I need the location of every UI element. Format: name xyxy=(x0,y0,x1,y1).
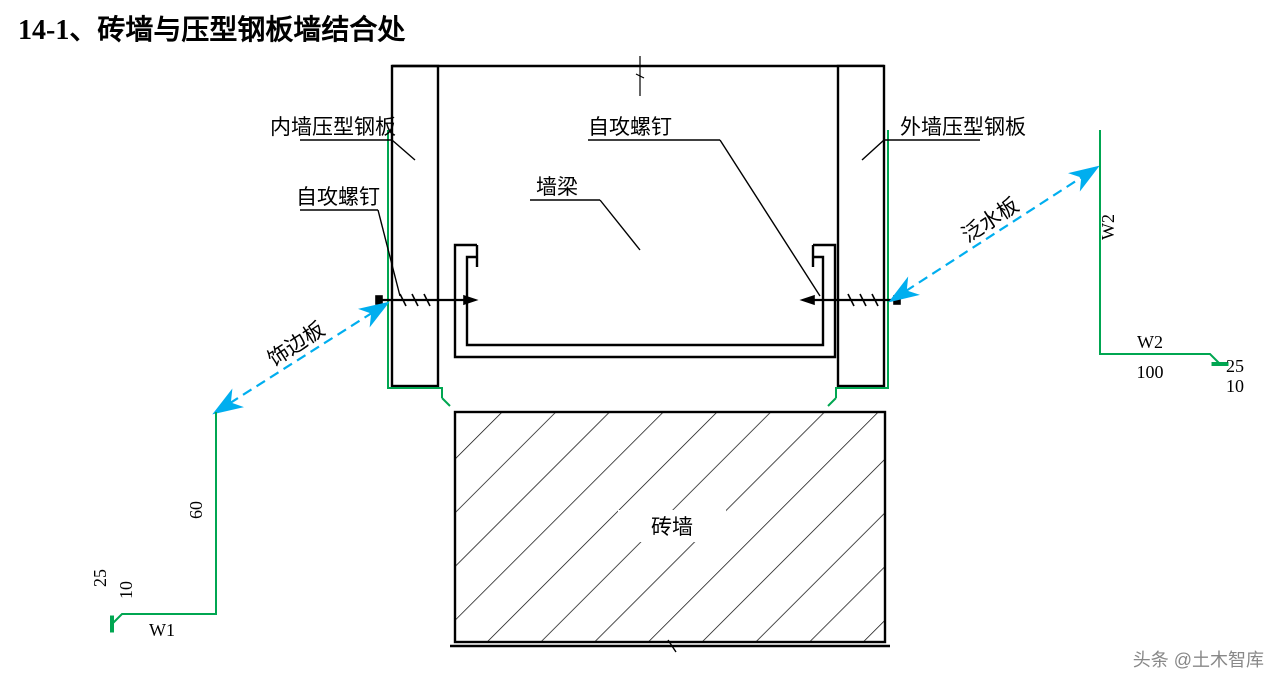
flash-arrow-right: 泛水板 xyxy=(892,168,1096,300)
dim-10-r: 10 xyxy=(1226,376,1244,396)
label-self-tap-2: 自攻螺钉 xyxy=(588,115,672,139)
dim-25-r: 25 xyxy=(1226,356,1244,376)
w2-profile: W2 W2 100 25 10 xyxy=(1098,130,1244,396)
label-self-tap-1: 自攻螺钉 xyxy=(296,185,380,209)
label-inner-panel: 内墙压型钢板 xyxy=(270,115,396,139)
wall-beam xyxy=(455,245,835,357)
dim-10-l: 10 xyxy=(116,581,136,599)
brick-wall-label: 砖墙 xyxy=(651,515,693,539)
label-wall-beam: 墙梁 xyxy=(536,175,578,199)
diagram-title: 14-1、砖墙与压型钢板墙结合处 xyxy=(18,8,405,48)
trim-arrow-left: 饰边板 xyxy=(216,304,386,412)
brick-wall: 砖墙 xyxy=(455,412,885,642)
dim-w2-bot: W2 xyxy=(1137,332,1163,352)
diagram-canvas: 砖墙 内 xyxy=(0,0,1280,682)
label-outer-panel: 外墙压型钢板 xyxy=(900,115,1026,139)
centerline-top xyxy=(636,56,644,96)
dim-100: 100 xyxy=(1137,362,1164,382)
dim-w2-top: W2 xyxy=(1098,214,1118,240)
right-column xyxy=(838,66,884,386)
w1-profile: W1 60 10 25 xyxy=(90,412,216,640)
watermark: 头条 @土木智库 xyxy=(1133,646,1264,672)
dim-w1: W1 xyxy=(149,620,175,640)
label-trim: 饰边板 xyxy=(263,317,329,371)
label-flashing: 泛水板 xyxy=(957,193,1023,247)
dim-25-l: 25 xyxy=(90,569,110,587)
leaders: 内墙压型钢板 外墙压型钢板 自攻螺钉 自攻螺钉 墙梁 xyxy=(270,115,1026,296)
dim-60: 60 xyxy=(186,501,206,519)
